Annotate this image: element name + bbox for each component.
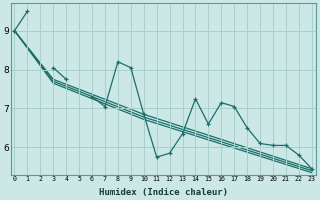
X-axis label: Humidex (Indice chaleur): Humidex (Indice chaleur) <box>99 188 228 197</box>
